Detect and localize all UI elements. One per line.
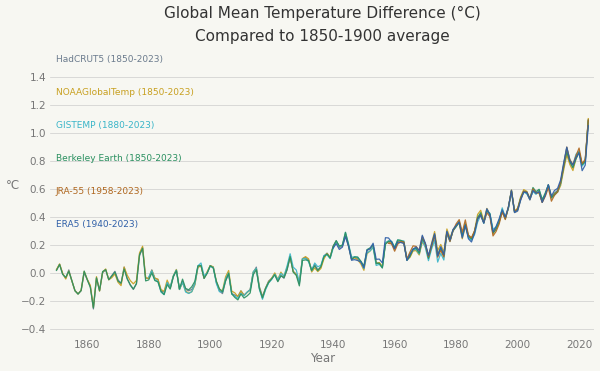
Text: GISTEMP (1880-2023): GISTEMP (1880-2023) — [56, 121, 154, 130]
X-axis label: Year: Year — [310, 352, 335, 365]
Text: ERA5 (1940-2023): ERA5 (1940-2023) — [56, 220, 138, 229]
Text: NOAAGlobalTemp (1850-2023): NOAAGlobalTemp (1850-2023) — [56, 88, 194, 97]
Text: JRA-55 (1958-2023): JRA-55 (1958-2023) — [56, 187, 144, 196]
Title: Global Mean Temperature Difference (°C)
Compared to 1850-1900 average: Global Mean Temperature Difference (°C) … — [164, 6, 481, 44]
Text: HadCRUT5 (1850-2023): HadCRUT5 (1850-2023) — [56, 55, 163, 64]
Y-axis label: °C: °C — [5, 180, 20, 193]
Text: Berkeley Earth (1850-2023): Berkeley Earth (1850-2023) — [56, 154, 181, 163]
